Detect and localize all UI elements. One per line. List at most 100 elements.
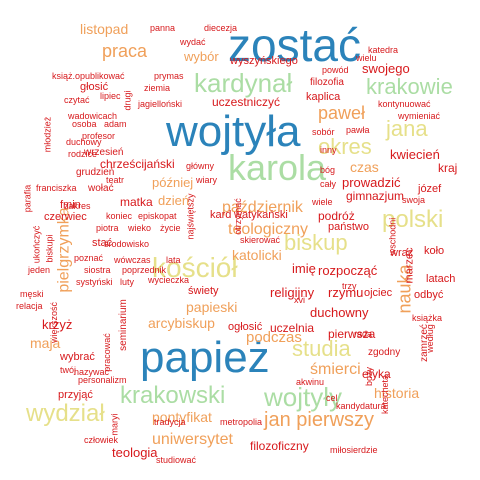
- word: jan pierwszy: [264, 409, 375, 431]
- word: przyjąć: [58, 389, 93, 401]
- word: wraz: [390, 247, 414, 259]
- word: środowisko: [104, 239, 150, 249]
- word: personalizm: [78, 375, 127, 385]
- word: męski: [20, 289, 44, 299]
- word: filozofia: [310, 77, 344, 88]
- word: głosić: [80, 81, 109, 93]
- word: teatr: [106, 175, 125, 185]
- word: wiele: [312, 197, 333, 207]
- word: studia: [292, 336, 351, 361]
- word: wojtyła: [166, 107, 301, 156]
- word: wieko: [128, 223, 152, 233]
- word: kościół: [152, 252, 238, 283]
- word: seminarium: [117, 299, 129, 351]
- word: drugi: [122, 90, 133, 111]
- word: duchowy: [66, 137, 102, 147]
- word: twój: [60, 365, 77, 375]
- word: krakowie: [366, 74, 453, 99]
- word: zgodny: [368, 347, 401, 358]
- word: świety: [188, 285, 219, 297]
- word: wołać: [88, 183, 114, 194]
- word: wydział: [26, 400, 105, 427]
- word: śmierci: [310, 361, 361, 378]
- word: biskup: [284, 230, 348, 255]
- word: stać: [92, 237, 113, 249]
- word: duchowny: [310, 305, 369, 320]
- word: człowiek: [84, 435, 119, 445]
- word: maja: [30, 335, 61, 351]
- word: xvi: [294, 295, 305, 305]
- word: wrzesień: [84, 147, 124, 158]
- word: wyszyńskiego: [230, 55, 298, 67]
- word: swojego: [362, 61, 410, 76]
- word: siostra: [84, 265, 111, 275]
- word: kaplica: [306, 91, 341, 103]
- word: historia: [374, 385, 420, 401]
- word: cel: [326, 393, 338, 403]
- word: profesor: [82, 131, 116, 141]
- word: luty: [120, 277, 135, 287]
- word: uczestniczyć: [212, 95, 281, 109]
- word: powód: [322, 65, 349, 75]
- word: główny: [186, 161, 215, 171]
- word: wielu: [356, 53, 377, 63]
- word: pierwsza: [328, 327, 376, 341]
- word: matka: [120, 195, 153, 209]
- word: lata: [166, 255, 181, 265]
- word: kontynuować: [378, 99, 431, 109]
- word: kwiecień: [390, 147, 440, 162]
- word: pracować: [101, 333, 112, 372]
- word: wojtyły: [264, 382, 343, 412]
- word: parafia: [22, 184, 33, 213]
- word: paweł: [318, 103, 366, 123]
- word: później: [152, 175, 194, 190]
- word: książka: [412, 313, 443, 323]
- word: podróż: [318, 209, 355, 223]
- word: wybór: [184, 49, 219, 64]
- word: wschodni: [387, 217, 398, 256]
- word: państwo: [328, 221, 369, 233]
- word: inny: [320, 145, 337, 155]
- word: osoba: [72, 119, 97, 129]
- word: dzień: [158, 193, 190, 208]
- word: rada: [354, 329, 373, 339]
- word: poznać: [74, 253, 104, 263]
- word: wybrać: [60, 351, 95, 363]
- word: poprzednik: [122, 265, 167, 275]
- word: chrześcijański: [100, 157, 175, 171]
- word: pontyfikat: [152, 409, 212, 425]
- word: józef: [418, 183, 442, 195]
- word: watykański: [234, 209, 288, 221]
- word: tradycja: [154, 417, 186, 427]
- word: polski: [382, 206, 444, 233]
- word: panna: [150, 23, 176, 33]
- word: akwinu: [296, 377, 325, 387]
- word: odbyć: [414, 289, 444, 301]
- word: katolicki: [232, 247, 282, 263]
- word: praca: [102, 41, 148, 61]
- word: zakres: [64, 201, 91, 211]
- word: studiować: [156, 455, 197, 465]
- word: rzymu: [328, 285, 364, 300]
- word: ukończyć: [31, 225, 42, 264]
- word: kardynał: [194, 68, 293, 98]
- word: piotra: [96, 223, 119, 233]
- word: cały: [320, 179, 337, 189]
- word: zostać: [228, 19, 361, 71]
- word: jana: [386, 116, 428, 141]
- word: krakowski: [120, 382, 226, 409]
- word: papież: [140, 333, 270, 382]
- word: kard: [210, 209, 232, 221]
- word: wiary: [196, 175, 218, 185]
- word: etyka: [362, 367, 391, 381]
- word: czerwiec: [44, 211, 87, 223]
- word: sobór: [312, 127, 335, 137]
- word: pawła: [346, 125, 370, 135]
- word: franciszka: [36, 183, 77, 193]
- word: teologiczny: [228, 221, 309, 238]
- word: boży: [364, 366, 375, 387]
- word: maryi: [109, 413, 120, 436]
- word: papieski: [186, 299, 238, 315]
- word: uczelnia: [270, 321, 315, 335]
